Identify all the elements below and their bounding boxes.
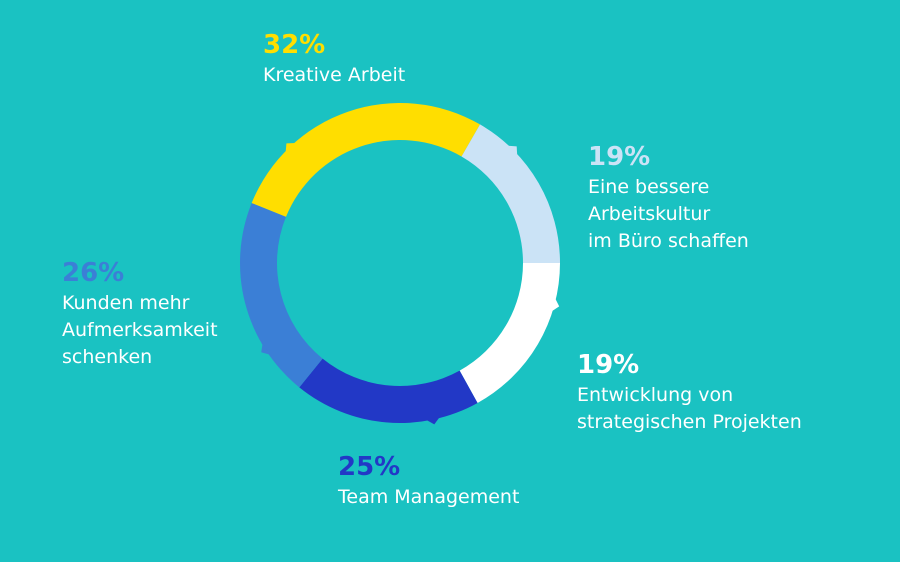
donut-segment [461,124,560,263]
donut-segment [459,263,560,403]
donut-segment [299,358,478,423]
value-label: 19% [577,350,640,380]
label-strategische-projekte: 19% Entwicklung von strategischen Projek… [577,350,802,436]
segment-label: Kunden mehr Aufmerksamkeit schenken [62,292,218,368]
donut-segment [251,103,480,217]
label-kreative-arbeit: 32% Kreative Arbeit [263,30,405,89]
segment-label: Eine bessere Arbeitskultur im Büro schaf… [588,176,749,252]
donut-segment [240,203,323,388]
value-label: 19% [588,142,651,172]
segment-pointer [551,298,560,312]
value-label: 25% [338,452,401,482]
value-label: 26% [62,258,125,288]
segment-label: Entwicklung von strategischen Projekten [577,384,802,433]
segment-pointer [285,143,296,153]
segment-label: Kreative Arbeit [263,64,406,86]
label-arbeitskultur: 19% Eine bessere Arbeitskultur im Büro s… [588,142,749,255]
segment-pointer [507,145,518,156]
value-label: 32% [263,30,326,60]
label-team-management: 25% Team Management [338,452,519,511]
segment-pointer [426,416,440,425]
segment-pointer [261,343,271,355]
segment-label: Team Management [338,486,520,508]
label-kunden: 26% Kunden mehr Aufmerksamkeit schenken [62,258,218,371]
